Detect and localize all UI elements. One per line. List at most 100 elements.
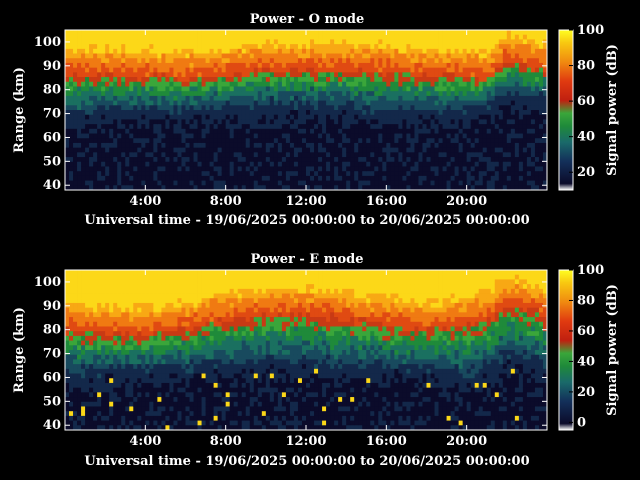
heatmap-cell [402, 110, 407, 116]
heatmap-cell [117, 133, 122, 139]
heatmap-cell [209, 128, 215, 134]
heatmap-cell [398, 30, 403, 36]
heatmap-cell [502, 124, 508, 130]
heatmap-cell [69, 175, 74, 181]
heatmap-cell [285, 34, 291, 40]
heatmap-cell [109, 44, 114, 50]
heatmap-cell [390, 114, 395, 120]
heatmap-cell [101, 124, 106, 130]
heatmap-cell [73, 138, 78, 144]
heatmap-cell [366, 105, 371, 111]
heatmap-cell [101, 270, 106, 276]
heatmap-cell [506, 58, 512, 64]
heatmap-cell [450, 53, 456, 59]
heatmap-cell [390, 30, 395, 36]
heatmap-cell [89, 138, 94, 144]
heatmap-cell [402, 157, 407, 163]
heatmap-cell [141, 91, 146, 97]
heatmap-cell [330, 166, 335, 172]
heatmap-cell [185, 95, 190, 101]
heatmap-cell [93, 77, 98, 83]
heatmap-cell [157, 293, 162, 299]
heatmap-cell [141, 157, 146, 163]
heatmap-cell [85, 180, 90, 186]
heatmap-cell [346, 34, 351, 40]
heatmap-cell [225, 39, 231, 45]
heatmap-cell [113, 312, 118, 318]
heatmap-cell [141, 284, 146, 290]
heatmap-cell [77, 171, 82, 177]
heatmap-cell [101, 152, 106, 158]
heatmap-cell [213, 110, 219, 116]
heatmap-cell [105, 312, 110, 318]
heatmap-cell [301, 110, 307, 116]
heatmap-cell [117, 161, 122, 167]
heatmap-cell [133, 95, 138, 101]
heatmap-cell [93, 279, 98, 285]
heatmap-cell [314, 157, 319, 163]
heatmap-cell [269, 175, 275, 181]
heatmap-cell [121, 166, 126, 172]
heatmap-cell [370, 161, 375, 167]
heatmap-cell [486, 124, 492, 130]
heatmap-cell [370, 72, 375, 78]
heatmap-cell [229, 34, 235, 40]
heatmap-cell [161, 350, 166, 356]
heatmap-cell [510, 171, 516, 177]
heatmap-cell [358, 124, 363, 130]
heatmap-cell [281, 128, 287, 134]
heatmap-cell [261, 180, 267, 186]
heatmap-cell [526, 58, 532, 64]
heatmap-cell [77, 397, 82, 403]
heatmap-cell [498, 100, 504, 106]
heatmap-cell [478, 30, 484, 36]
heatmap-cell [101, 392, 106, 398]
heatmap-cell [510, 30, 516, 36]
heatmap-cell [289, 128, 295, 134]
heatmap-cell [241, 147, 247, 153]
heatmap-cell [269, 91, 275, 97]
heatmap-cell [249, 157, 255, 163]
heatmap-cell [97, 345, 102, 351]
heatmap-cell [386, 86, 391, 92]
heatmap-cell [462, 44, 468, 50]
heatmap-cell [342, 110, 347, 116]
heatmap-cell [326, 185, 331, 191]
heatmap-cell [209, 114, 215, 120]
heatmap-cell [289, 166, 295, 172]
heatmap-cell [273, 114, 279, 120]
heatmap-cell [314, 114, 319, 120]
heatmap-cell [502, 152, 508, 158]
heatmap-cell [241, 166, 247, 172]
heatmap-cell [277, 72, 283, 78]
heatmap-cell [414, 44, 419, 50]
heatmap-cell [261, 161, 267, 167]
heatmap-cell [261, 67, 267, 73]
heatmap-cell [494, 58, 500, 64]
heatmap-cell [121, 401, 126, 407]
heatmap-cell [185, 166, 190, 172]
heatmap-cell [97, 425, 102, 431]
heatmap-cell [177, 44, 182, 50]
heatmap-cell [257, 34, 263, 40]
heatmap-cell [225, 100, 231, 106]
heatmap-cell [137, 77, 142, 83]
heatmap-cell [81, 86, 86, 92]
heatmap-cell [382, 67, 387, 73]
heatmap-cell [105, 274, 110, 280]
heatmap-cell [221, 105, 227, 111]
heatmap-cell [133, 152, 138, 158]
heatmap-cell [498, 39, 504, 45]
heatmap-cell [442, 48, 447, 54]
heatmap-cell [410, 48, 415, 54]
heatmap-cell [249, 100, 255, 106]
heatmap-cell [105, 364, 110, 370]
heatmap-cell [506, 161, 512, 167]
heatmap-cell [518, 67, 524, 73]
heatmap-cell [89, 48, 94, 54]
heatmap-cell [225, 147, 231, 153]
heatmap-cell [85, 326, 90, 332]
heatmap-cell [334, 124, 339, 130]
heatmap-cell [310, 105, 315, 111]
heatmap-cell [458, 157, 464, 163]
